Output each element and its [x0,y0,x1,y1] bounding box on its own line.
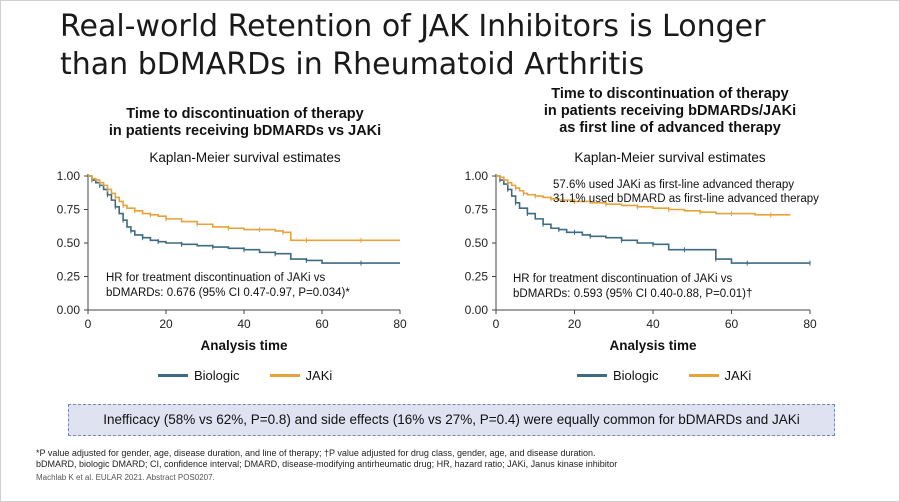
left-km-chart: 0.00 0.25 0.50 0.75 1.00 0 20 40 60 80 Analysis ti… [57,169,407,353]
y-tick-label: 0.00 [465,303,489,317]
left-hr-text-line-2: bDMARDs: 0.676 (95% CI 0.47-0.97, P=0.03… [106,287,350,299]
slide-title-line-1: Real-world Retention of JAK Inhibitors i… [60,9,766,44]
left-chart-title-line-2: in patients receiving bDMARDs vs JAKi [108,123,382,139]
left-legend: Biologic JAKi [158,368,332,383]
x-tick-label: 20 [159,317,173,331]
right-legend: Biologic JAKi [577,368,751,383]
slide-title: Real-world Retention of JAK Inhibitors i… [60,8,880,84]
right-chart-title: Time to discontinuation of therapy in pa… [455,86,885,137]
left-chart-title: Time to discontinuation of therapy in pa… [30,106,460,140]
right-note-bdmard-first-line: 31.1% used bDMARD as first-line advanced… [553,193,819,205]
y-tick-label: 1.00 [465,169,489,183]
y-tick-label: 0.50 [57,236,81,250]
legend-jaki-swatch [269,374,300,377]
legend-jaki-label: JAKi [305,368,333,383]
right-chart-title-line-3: as first line of advanced therapy [559,120,781,136]
right-hr-text-line-2: bDMARDs: 0.593 (95% CI 0.40-0.88, P=0.01… [513,288,752,300]
x-axis-title: Analysis time [200,338,288,353]
x-tick-label: 0 [493,317,500,331]
y-tick-label: 0.25 [57,270,81,284]
legend-biologic-swatch [577,374,607,377]
x-axis-title: Analysis time [609,338,697,353]
x-tick-label: 20 [568,317,582,331]
y-tick-label: 0.75 [57,203,81,217]
left-chart-title-line-1: Time to discontinuation of therapy [126,106,364,122]
legend-jaki-label: JAKi [724,368,752,383]
left-chart-panel: Time to discontinuation of therapy in pa… [30,100,460,390]
summary-callout: Inefficacy (58% vs 62%, P=0.8) and side … [68,404,835,436]
x-tick-label: 80 [803,317,817,331]
left-hr-text-line-1: HR for treatment discontinuation of JAKi… [106,272,325,284]
y-tick-label: 1.00 [57,169,81,183]
y-tick-label: 0.75 [465,203,489,217]
right-chart-title-line-2: in patients receiving bDMARDs/JAKi [543,103,797,119]
footnote-line-1: *P value adjusted for gender, age, disea… [36,448,596,458]
right-chart-subtitle: Kaplan-Meier survival estimates [574,150,766,165]
series-jaki-line [496,175,791,216]
footnote-line-2: bDMARD, biologic DMARD; CI, confidence i… [36,459,618,469]
y-tick-label: 0.00 [57,303,81,317]
legend-jaki-swatch [688,374,719,377]
x-tick-label: 0 [85,317,92,331]
y-tick-label: 0.50 [465,236,489,250]
x-tick-label: 60 [315,317,329,331]
x-tick-label: 40 [646,317,660,331]
slide-title-line-2: than bDMARDs in Rheumatoid Arthritis [60,47,645,82]
right-hr-text-line-1: HR for treatment discontinuation of JAKi… [513,273,732,285]
y-tick-label: 0.25 [465,270,489,284]
right-note-jaki-first-line: 57.6% used JAKi as first-line advanced t… [553,179,794,191]
legend-biologic-label: Biologic [194,368,240,383]
right-chart-panel: Time to discontinuation of therapy in pa… [455,84,885,383]
x-tick-label: 80 [393,317,407,331]
x-tick-label: 60 [725,317,739,331]
legend-biologic-swatch [158,374,188,377]
footnote-citation: Machlab K et al. EULAR 2021. Abstract PO… [36,473,215,482]
left-chart-subtitle: Kaplan-Meier survival estimates [149,150,341,165]
x-tick-label: 40 [237,317,251,331]
right-km-chart: 0.00 0.25 0.50 0.75 1.00 0 20 40 60 80 Analysis ti… [465,169,820,353]
right-chart-title-line-1: Time to discontinuation of therapy [551,86,789,102]
legend-biologic-label: Biologic [613,368,659,383]
